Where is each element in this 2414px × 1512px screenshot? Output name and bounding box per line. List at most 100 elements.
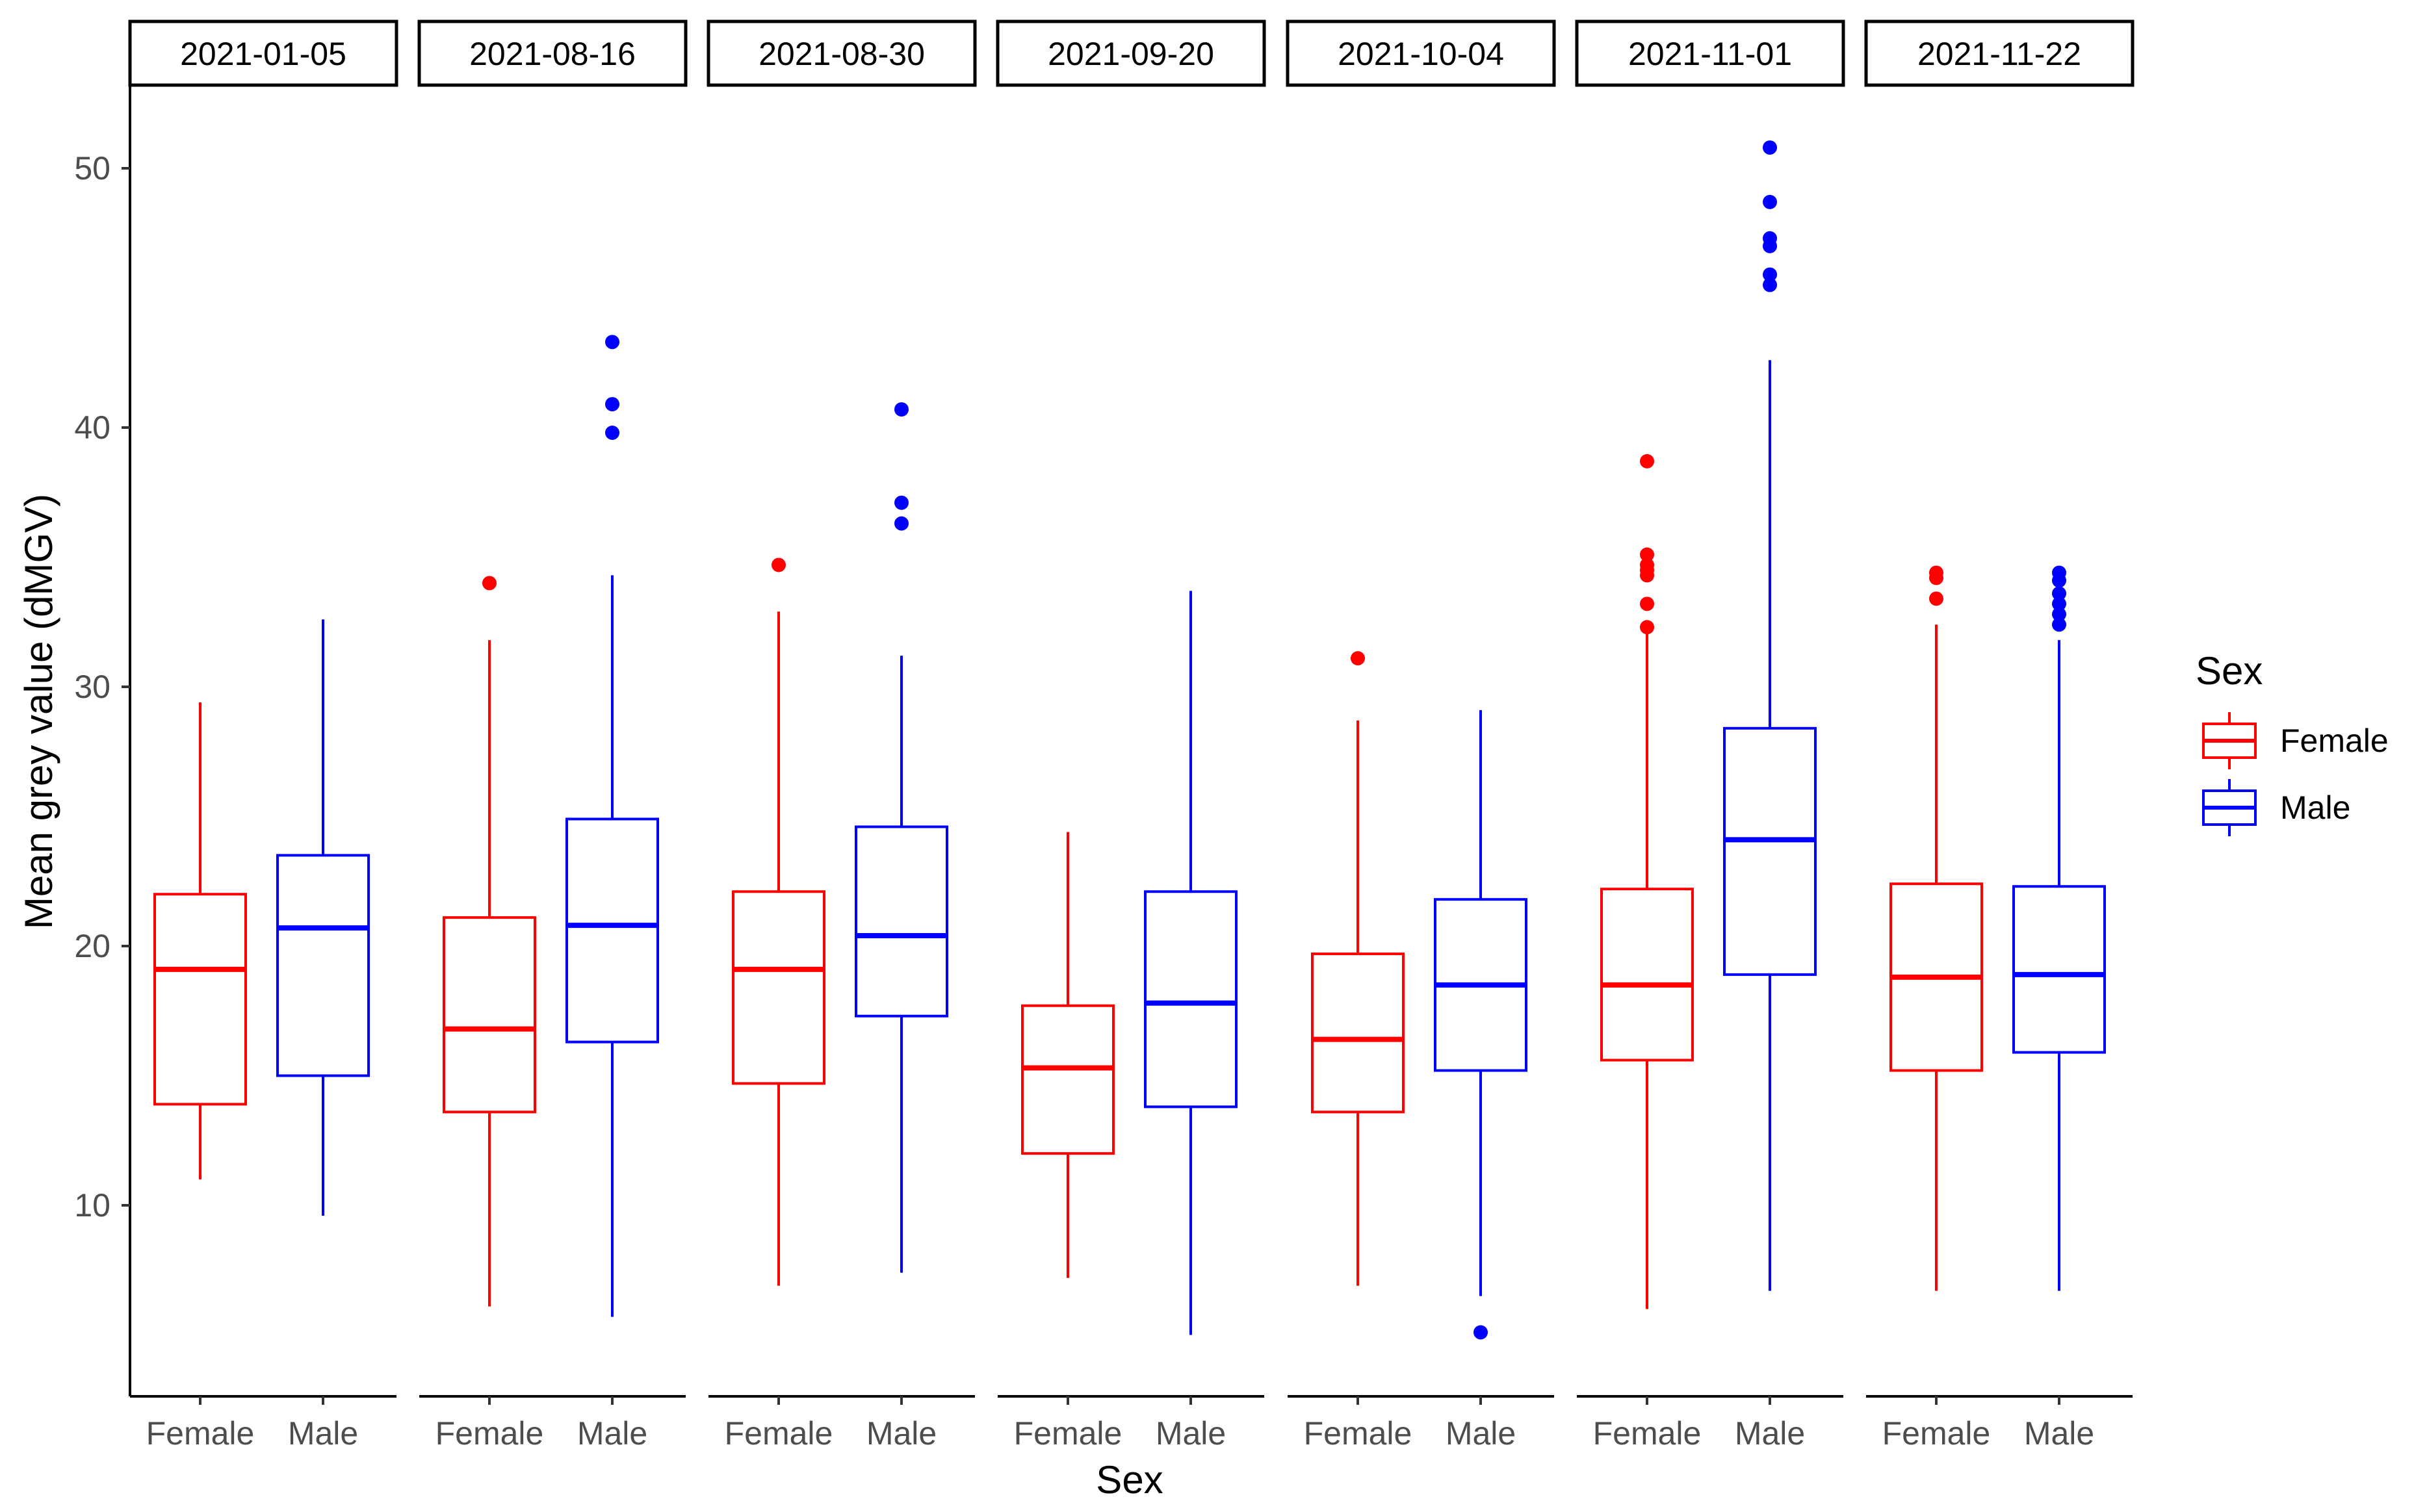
- facet-panel: Female Male: [998, 591, 1264, 1452]
- facet-strip-box: [128, 19, 398, 87]
- x-axis-title: Sex: [1096, 1458, 1163, 1502]
- outlier-point: [1351, 651, 1365, 666]
- facet-strip-label: 2021-01-05: [180, 36, 346, 72]
- outlier-point: [1473, 1325, 1488, 1340]
- box-male: [565, 335, 659, 1317]
- iqr-box: [276, 854, 370, 1077]
- iqr-box: [153, 893, 247, 1106]
- x-tick-label: Female: [435, 1415, 544, 1452]
- outlier-point: [1640, 547, 1654, 562]
- facet-panel: Female Male: [708, 402, 975, 1452]
- iqr-box: [443, 916, 536, 1114]
- legend-label: Male: [2280, 789, 2350, 826]
- outlier-point: [1763, 140, 1777, 155]
- facet-strip-box: [996, 19, 1266, 87]
- box-female: [1021, 832, 1115, 1278]
- x-tick-label: Male: [1156, 1415, 1226, 1452]
- outlier-point: [2052, 596, 2066, 611]
- outlier-point: [1763, 277, 1777, 292]
- outlier-point: [1763, 267, 1777, 282]
- x-tick-label: Male: [2024, 1415, 2094, 1452]
- facet-strip-label: 2021-11-01: [1628, 36, 1792, 72]
- outlier-point: [605, 335, 619, 350]
- facet-strip-label: 2021-10-04: [1338, 36, 1504, 72]
- x-tick-label: Male: [1446, 1415, 1516, 1452]
- outlier-point: [894, 495, 909, 510]
- legend-label: Female: [2280, 723, 2389, 759]
- x-tick-label: Female: [1304, 1415, 1412, 1452]
- outlier-point: [894, 402, 909, 417]
- facet-strip-label: 2021-09-20: [1048, 36, 1214, 72]
- box-female: [1311, 651, 1405, 1286]
- facet-panel: Female Male: [130, 619, 396, 1452]
- facet-strip: 2021-08-16: [417, 19, 688, 87]
- legend: Sex Female Male: [2196, 649, 2389, 836]
- box-female: [153, 702, 247, 1180]
- box-male: [2012, 565, 2106, 1291]
- iqr-box: [1311, 952, 1405, 1114]
- facet-panel: Female Male: [1866, 565, 2133, 1452]
- y-tick-label: 30: [74, 669, 110, 705]
- facet-strip: 2021-01-05: [128, 19, 398, 87]
- outlier-point: [2052, 607, 2066, 622]
- facet-strip: 2021-08-30: [707, 19, 977, 87]
- outlier-point: [1640, 596, 1654, 611]
- facet-panels: Female Male Female Male Female Male Female Male…: [130, 140, 2133, 1452]
- legend-item-female: Female: [2202, 712, 2389, 769]
- y-tick-label: 20: [74, 928, 110, 964]
- outlier-point: [605, 425, 619, 440]
- x-tick-label: Female: [1882, 1415, 1991, 1452]
- facet-strip-box: [417, 19, 688, 87]
- iqr-box: [2012, 885, 2106, 1054]
- facet-panel: Female Male: [419, 335, 686, 1452]
- box-female: [443, 576, 536, 1307]
- box-female: [1600, 454, 1694, 1309]
- facet-strip-box: [1286, 19, 1556, 87]
- facet-strip-box: [707, 19, 977, 87]
- outlier-point: [1640, 454, 1654, 468]
- box-female: [1889, 565, 1983, 1291]
- facet-strip-label: 2021-08-16: [469, 36, 636, 72]
- iqr-box: [1600, 888, 1694, 1062]
- box-male: [1434, 710, 1527, 1340]
- box-male: [1144, 591, 1238, 1335]
- facet-panel: Female Male: [1288, 651, 1554, 1452]
- x-tick-label: Female: [725, 1415, 833, 1452]
- legend-title: Sex: [2196, 649, 2263, 693]
- y-tick-label: 10: [74, 1187, 110, 1224]
- x-tick-label: Male: [577, 1415, 647, 1452]
- facet-panel: Female Male: [1577, 140, 1843, 1452]
- outlier-point: [482, 576, 497, 591]
- outlier-point: [2052, 565, 2066, 580]
- box-male: [1723, 140, 1817, 1291]
- iqr-box: [1144, 890, 1238, 1108]
- outlier-point: [1763, 231, 1777, 246]
- x-tick-label: Female: [146, 1415, 255, 1452]
- iqr-box: [1021, 1004, 1115, 1155]
- box-female: [732, 557, 825, 1286]
- x-tick-label: Male: [288, 1415, 358, 1452]
- y-tick-label: 40: [74, 409, 110, 446]
- y-axis-title: Mean grey value (dMGV): [17, 494, 60, 929]
- outlier-point: [1929, 565, 1943, 580]
- facet-strip-box: [1575, 19, 1845, 87]
- iqr-box: [732, 890, 825, 1085]
- box-male: [276, 619, 370, 1216]
- iqr-box: [855, 825, 948, 1018]
- facet-strip-box: [1864, 19, 2135, 87]
- outlier-point: [1640, 557, 1654, 572]
- facet-strip: 2021-11-22: [1864, 19, 2135, 87]
- y-tick-label: 50: [74, 150, 110, 186]
- x-tick-label: Female: [1014, 1415, 1123, 1452]
- facet-strip-label: 2021-08-30: [759, 36, 925, 72]
- box-male: [855, 402, 948, 1273]
- outlier-point: [772, 557, 786, 572]
- outlier-point: [1929, 591, 1943, 606]
- outlier-point: [2052, 617, 2066, 632]
- iqr-box: [565, 817, 659, 1044]
- iqr-box: [1723, 726, 1817, 976]
- facet-strip: 2021-11-01: [1575, 19, 1845, 87]
- x-tick-label: Male: [866, 1415, 937, 1452]
- legend-item-male: Male: [2202, 779, 2350, 836]
